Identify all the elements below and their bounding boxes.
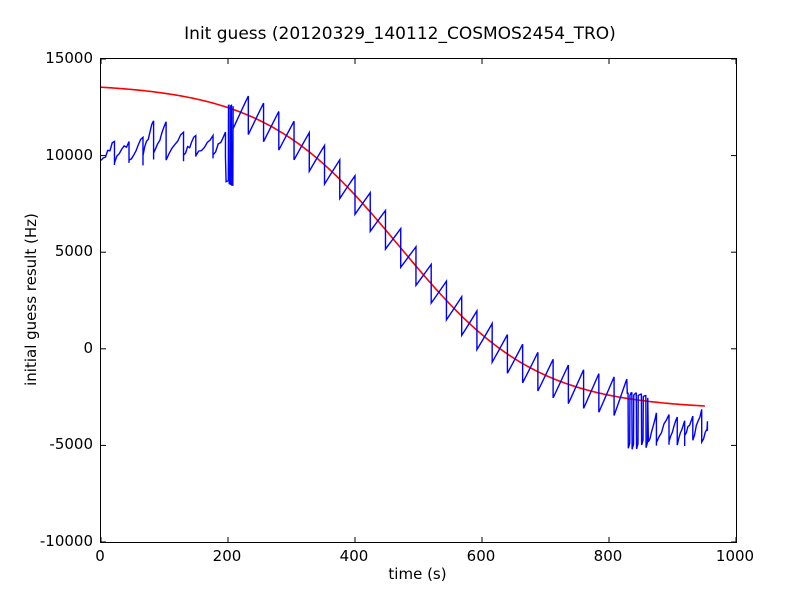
plot-canvas bbox=[101, 59, 736, 542]
x-tick-label: 0 bbox=[95, 547, 105, 565]
x-tick-label: 600 bbox=[466, 547, 496, 565]
y-axis-tick-labels: -10000 -5000 0 5000 10000 15000 bbox=[0, 0, 93, 600]
page-title: Init guess (20120329_140112_COSMOS2454_T… bbox=[184, 24, 616, 44]
y-tick-label: 0 bbox=[83, 338, 93, 357]
x-axis-label: time (s) bbox=[388, 565, 447, 583]
x-tick-label: 400 bbox=[339, 547, 369, 565]
y-tick-label: -5000 bbox=[49, 435, 93, 454]
x-tick-label: 800 bbox=[593, 547, 623, 565]
x-tick-label: 1000 bbox=[715, 547, 755, 565]
axis-ticks bbox=[101, 59, 736, 542]
y-tick-label: 5000 bbox=[54, 242, 93, 261]
y-tick-label: 10000 bbox=[45, 145, 93, 164]
series-line-initial-guess bbox=[101, 95, 709, 450]
series-line-model-fit bbox=[101, 86, 706, 407]
x-axis-tick-labels: 0 200 400 600 800 1000 bbox=[0, 547, 800, 571]
x-tick-label: 200 bbox=[212, 547, 242, 565]
plot-area bbox=[100, 58, 737, 543]
y-tick-label: 15000 bbox=[45, 49, 93, 67]
y-tick-label: -10000 bbox=[39, 532, 93, 550]
